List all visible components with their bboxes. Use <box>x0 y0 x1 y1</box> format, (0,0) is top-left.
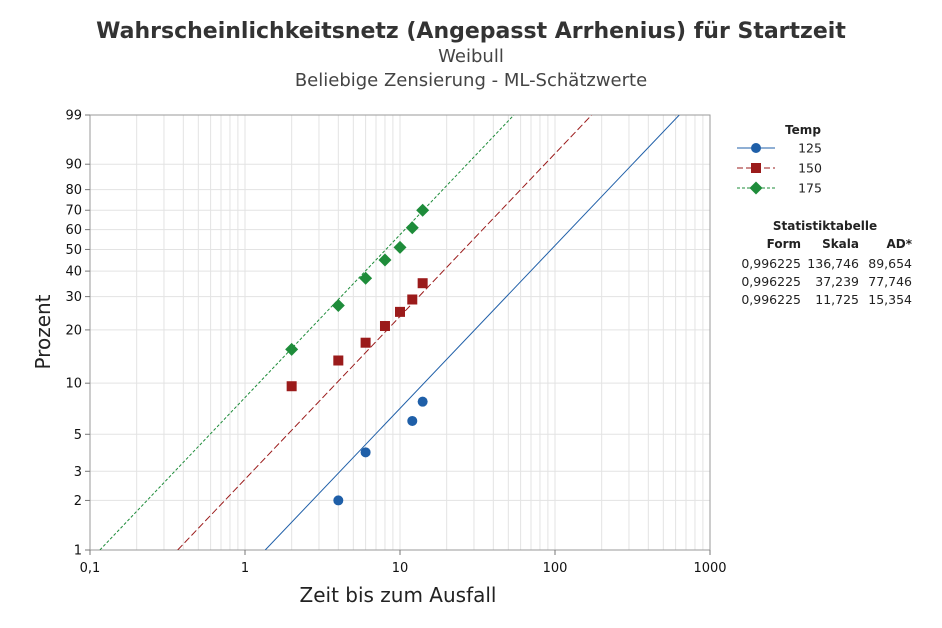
data-points <box>285 203 430 506</box>
tick-labels: 0,1 1 10 100 1000 1 2 3 5 10 20 30 40 50 60 70 80 90 99 <box>65 109 726 577</box>
fit-line-150 <box>177 115 593 550</box>
data-point-125 <box>417 396 428 407</box>
data-point-150 <box>417 278 428 289</box>
legend-label-175: 175 <box>798 181 822 196</box>
stat-cell: 15,354 <box>868 292 912 307</box>
data-point-150 <box>395 306 405 317</box>
y-tick-label: 80 <box>65 183 82 198</box>
legend-marker-125 <box>751 143 761 153</box>
stat-cell: 77,746 <box>868 274 912 289</box>
data-point-175 <box>378 253 392 267</box>
x-axis-title: Zeit bis zum Ausfall <box>300 583 497 607</box>
y-tick-label: 5 <box>74 428 82 443</box>
legend-label-125: 125 <box>798 141 822 156</box>
data-point-175 <box>416 203 430 217</box>
legend-marker-175 <box>749 181 763 195</box>
y-tick-label: 99 <box>65 109 82 124</box>
x-tick-label: 1 <box>241 561 249 576</box>
data-point-175 <box>393 240 407 254</box>
fit-line-125 <box>264 115 680 550</box>
stat-cell: 11,725 <box>815 292 859 307</box>
data-point-125 <box>333 495 344 506</box>
y-tick-label: 1 <box>74 544 82 559</box>
y-tick-label: 20 <box>65 323 82 338</box>
data-point-150 <box>407 294 418 305</box>
data-point-175 <box>285 342 299 356</box>
data-point-150 <box>286 381 297 392</box>
legend-title: Temp <box>785 123 821 137</box>
data-point-150 <box>333 355 344 366</box>
stat-header: AD* <box>886 237 912 251</box>
y-tick-label: 40 <box>65 265 82 280</box>
y-axis-title: Prozent <box>31 294 55 369</box>
y-tick-label: 70 <box>65 204 82 219</box>
y-tick-label: 60 <box>65 223 82 238</box>
legend-label-150: 150 <box>798 161 822 176</box>
legend-marker-150 <box>751 163 761 173</box>
data-point-150 <box>379 321 390 332</box>
x-tick-label: 1000 <box>693 561 726 576</box>
data-point-125 <box>407 415 418 426</box>
stat-cell: 37,239 <box>815 274 859 289</box>
data-point-125 <box>360 447 371 458</box>
data-point-175 <box>331 298 345 312</box>
y-tick-label: 2 <box>74 494 82 509</box>
x-tick-label: 10 <box>392 561 409 576</box>
y-tick-label: 10 <box>65 377 82 392</box>
legend: Temp 125 150 175 <box>737 123 822 196</box>
data-point-150 <box>360 337 371 348</box>
stat-header: Skala <box>822 237 859 251</box>
stat-cell: 136,746 <box>807 256 859 271</box>
stat-table-title: Statistiktabelle <box>773 219 877 233</box>
y-tick-label: 3 <box>74 465 82 480</box>
stat-header: Form <box>767 237 801 251</box>
y-tick-label: 50 <box>65 243 82 258</box>
fit-lines <box>99 115 680 550</box>
y-tick-label: 30 <box>65 290 82 305</box>
fit-line-175 <box>99 115 515 550</box>
stat-cell: 0,996225 <box>741 292 801 307</box>
stat-cell: 0,996225 <box>741 256 801 271</box>
x-tick-label: 0,1 <box>80 561 101 576</box>
y-tick-label: 90 <box>65 158 82 173</box>
data-point-175 <box>359 271 373 285</box>
chart-subtitle-2: Beliebige Zensierung - ML-Schätzwerte <box>295 70 647 91</box>
statistics-table: Statistiktabelle Form Skala AD* 0,996225 136… <box>741 219 912 307</box>
x-tick-label: 100 <box>543 561 568 576</box>
stat-cell: 0,996225 <box>741 274 801 289</box>
data-point-175 <box>405 221 419 235</box>
stat-cell: 89,654 <box>868 256 912 271</box>
chart-title: Wahrscheinlichkeitsnetz (Angepasst Arrhe… <box>96 19 846 44</box>
chart-subtitle-1: Weibull <box>438 46 504 67</box>
